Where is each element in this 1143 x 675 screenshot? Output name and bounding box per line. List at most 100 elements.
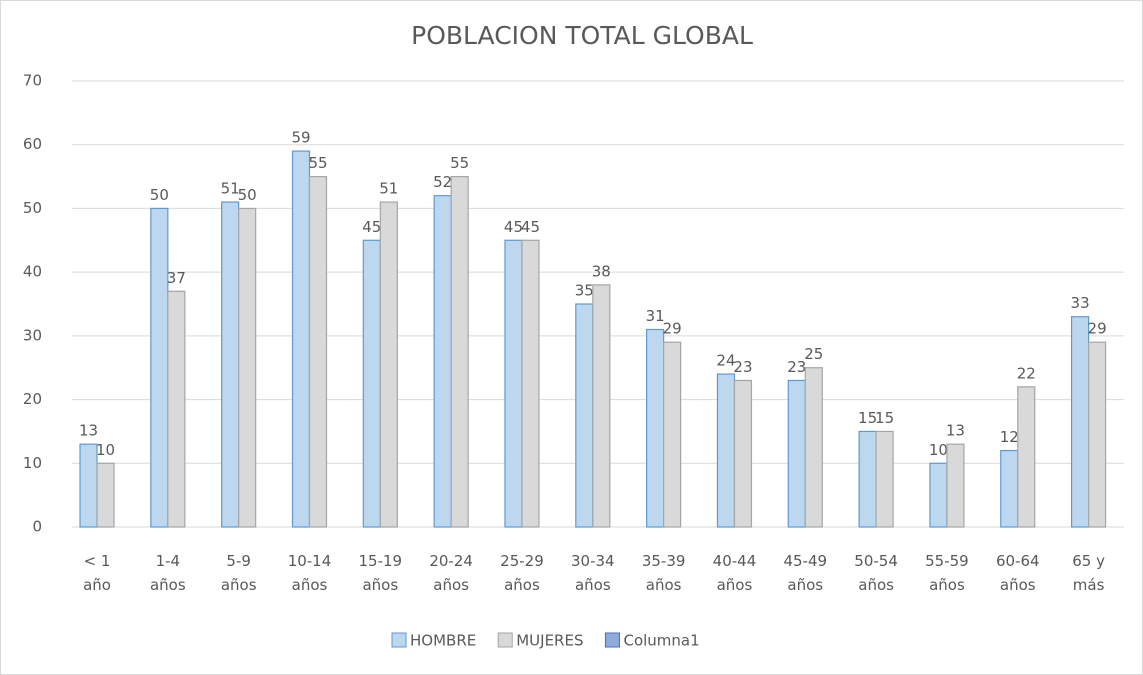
bar [79,443,98,528]
y-tick-label: 50 [23,199,42,217]
x-tick-line: 35-39 [642,552,686,570]
bar [858,430,877,528]
bar [929,462,948,528]
x-tick-label: 25-29 años [500,552,544,594]
bar [150,207,169,528]
x-tick-line: 15-19 [359,552,403,570]
x-tick-line: más [1073,576,1105,594]
bar [1070,316,1090,528]
value-label: 51 [379,180,398,198]
value-label: 45 [504,218,523,236]
x-tick-label: 45-49 años [783,552,827,594]
legend-swatch [604,632,620,648]
y-tick-label: 40 [23,263,42,281]
x-tick-label: 1-4 años [150,552,186,594]
bar [716,373,736,528]
x-tick-label: 40-44 años [713,552,757,594]
x-tick-line: años [717,576,753,594]
x-tick-line: 50-54 [854,552,898,570]
y-tick-label: 0 [32,518,42,536]
value-label: 25 [804,345,823,363]
x-tick-label: 50-54 años [854,552,898,594]
bar [946,443,965,528]
value-label: 23 [733,358,752,376]
value-label: 38 [592,262,611,280]
value-label: 55 [450,154,469,172]
bar [804,367,823,528]
value-label: 52 [433,173,452,191]
value-label: 33 [1071,294,1090,312]
x-tick-line: 25-29 [500,552,544,570]
x-tick-line: años [292,576,328,594]
value-label: 45 [521,218,540,236]
value-label: 13 [946,422,965,440]
bar [379,201,398,528]
value-label: 29 [663,320,682,338]
bar [96,462,115,528]
value-label: 24 [716,352,735,370]
value-label: 22 [1017,364,1036,382]
bar [291,150,311,528]
x-tick-line: años [575,576,611,594]
x-tick-line: años [787,576,823,594]
bar [221,201,240,528]
value-label: 23 [787,358,806,376]
value-label: 12 [1000,428,1019,446]
x-tick-line: años [433,576,469,594]
bar [238,207,257,528]
legend-label: HOMBRE [410,632,476,650]
bar [1000,449,1019,528]
legend-label: MUJERES [516,632,583,650]
y-tick-label: 60 [23,135,42,153]
value-label: 10 [929,441,948,459]
x-tick-line: 20-24 [429,552,473,570]
x-tick-label: 35-39 años [642,552,686,594]
bar [646,328,665,528]
x-tick-line: 10-14 [288,552,332,570]
x-tick-label: 15-19 años [359,552,403,594]
x-tick-line: < 1 [84,552,111,570]
bar [308,175,328,528]
x-tick-line: años [646,576,682,594]
value-label: 29 [1088,320,1107,338]
value-label: 13 [79,422,98,440]
x-tick-line: 45-49 [783,552,827,570]
bar [733,379,753,528]
x-tick-line: año [83,576,111,594]
x-tick-line: años [221,576,257,594]
bar [450,175,469,528]
bar [362,239,381,528]
x-tick-line: 5-9 [226,552,251,570]
value-label: 10 [96,441,115,459]
legend-swatch [391,632,407,648]
x-tick-label: 65 y más [1072,552,1105,594]
bar [1087,341,1107,528]
x-tick-line: años [362,576,398,594]
x-tick-label: 55-59 años [925,552,969,594]
bar [663,341,682,528]
x-tick-line: 40-44 [713,552,757,570]
y-tick-label: 20 [23,390,42,408]
value-label: 55 [308,154,327,172]
x-tick-label: < 1 año [83,552,111,594]
x-tick-line: 65 y [1072,552,1105,570]
bar [575,303,594,528]
value-label: 35 [575,282,594,300]
y-tick-label: 10 [23,454,42,472]
bar [433,195,452,528]
y-tick-label: 70 [23,72,42,90]
x-tick-line: 30-34 [571,552,615,570]
value-label: 15 [858,409,877,427]
bar [875,430,894,528]
value-label: 51 [221,180,240,198]
x-tick-line: 60-64 [996,552,1040,570]
value-label: 45 [362,218,381,236]
x-tick-line: años [858,576,894,594]
x-tick-label: 20-24 años [429,552,473,594]
value-label: 31 [646,307,665,325]
legend-label: Columna1 [623,632,699,650]
x-tick-line: años [929,576,965,594]
value-label: 50 [150,186,169,204]
